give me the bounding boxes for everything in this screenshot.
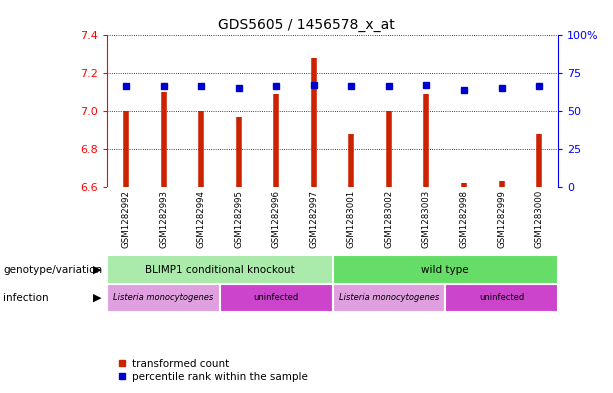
Bar — [107, 284, 220, 312]
Text: ▶: ▶ — [93, 264, 101, 275]
Text: GSM1282997: GSM1282997 — [310, 190, 318, 248]
Bar — [445, 284, 558, 312]
Text: uninfected: uninfected — [254, 294, 299, 302]
Text: GSM1282999: GSM1282999 — [497, 190, 506, 248]
Text: wild type: wild type — [421, 264, 469, 275]
Legend: transformed count, percentile rank within the sample: transformed count, percentile rank withi… — [112, 354, 312, 386]
Text: GSM1282998: GSM1282998 — [460, 190, 468, 248]
Text: GSM1283002: GSM1283002 — [384, 190, 394, 248]
Text: GSM1283000: GSM1283000 — [535, 190, 544, 248]
Text: GSM1283003: GSM1283003 — [422, 190, 431, 248]
Text: GSM1282993: GSM1282993 — [159, 190, 168, 248]
Bar — [107, 255, 333, 284]
Text: GSM1282995: GSM1282995 — [234, 190, 243, 248]
Bar — [333, 284, 445, 312]
Text: infection: infection — [3, 293, 48, 303]
Bar — [333, 255, 558, 284]
Text: genotype/variation: genotype/variation — [3, 264, 102, 275]
Text: Listeria monocytogenes: Listeria monocytogenes — [113, 294, 214, 302]
Text: uninfected: uninfected — [479, 294, 524, 302]
Bar — [220, 284, 333, 312]
Text: GDS5605 / 1456578_x_at: GDS5605 / 1456578_x_at — [218, 18, 395, 32]
Text: GSM1283001: GSM1283001 — [347, 190, 356, 248]
Text: BLIMP1 conditional knockout: BLIMP1 conditional knockout — [145, 264, 295, 275]
Text: GSM1282996: GSM1282996 — [272, 190, 281, 248]
Text: GSM1282992: GSM1282992 — [121, 190, 131, 248]
Text: GSM1282994: GSM1282994 — [197, 190, 205, 248]
Text: Listeria monocytogenes: Listeria monocytogenes — [339, 294, 439, 302]
Text: ▶: ▶ — [93, 293, 101, 303]
